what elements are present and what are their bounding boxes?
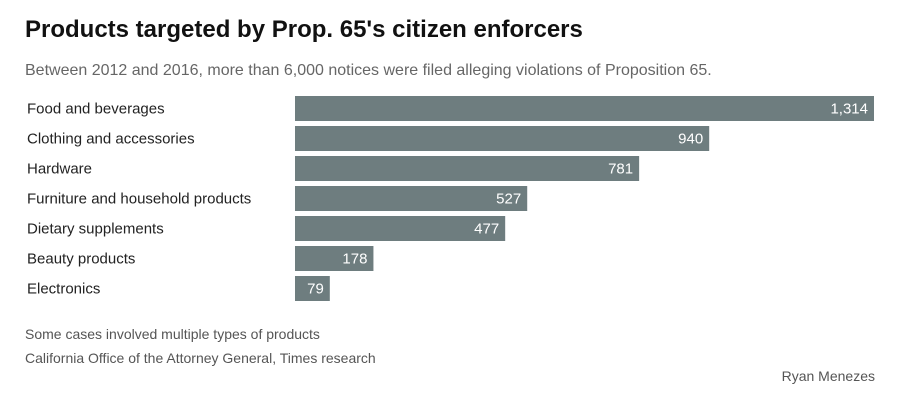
category-label-dietary-supplements: Dietary supplements [27,221,164,238]
value-label-hardware: 781 [608,161,633,178]
bar-hardware [295,156,640,181]
value-label-beauty-products: 178 [342,251,367,268]
category-label-furniture-and-household-products: Furniture and household products [27,191,251,208]
category-label-beauty-products: Beauty products [27,251,135,268]
value-label-furniture-and-household-products: 527 [496,191,521,208]
category-label-electronics: Electronics [27,281,100,298]
value-label-clothing-and-accessories: 940 [678,131,703,148]
bar-chart: Food and beverages 1,314 Clothing and acce… [27,96,874,301]
bar-beauty-products [295,246,374,271]
chart-title: Products targeted by Prop. 65's citizen … [25,16,583,43]
value-label-dietary-supplements: 477 [474,221,499,238]
value-label-electronics: 79 [307,281,324,298]
chart-credit: Ryan Menezes [781,368,875,384]
chart-subtitle: Between 2012 and 2016, more than 6,000 n… [25,62,712,79]
value-label-food-and-beverages: 1,314 [830,101,868,118]
category-label-food-and-beverages: Food and beverages [27,101,165,118]
bar-dietary-supplements [295,216,506,241]
chart-note: Some cases involved multiple types of pr… [25,326,320,342]
bar-food-and-beverages [295,96,874,121]
category-label-clothing-and-accessories: Clothing and accessories [27,131,195,148]
bar-clothing-and-accessories [295,126,710,151]
chart-source: California Office of the Attorney Genera… [25,350,376,366]
category-label-hardware: Hardware [27,161,92,178]
bar-furniture-and-household-products [295,186,528,211]
bar-electronics [295,276,330,301]
